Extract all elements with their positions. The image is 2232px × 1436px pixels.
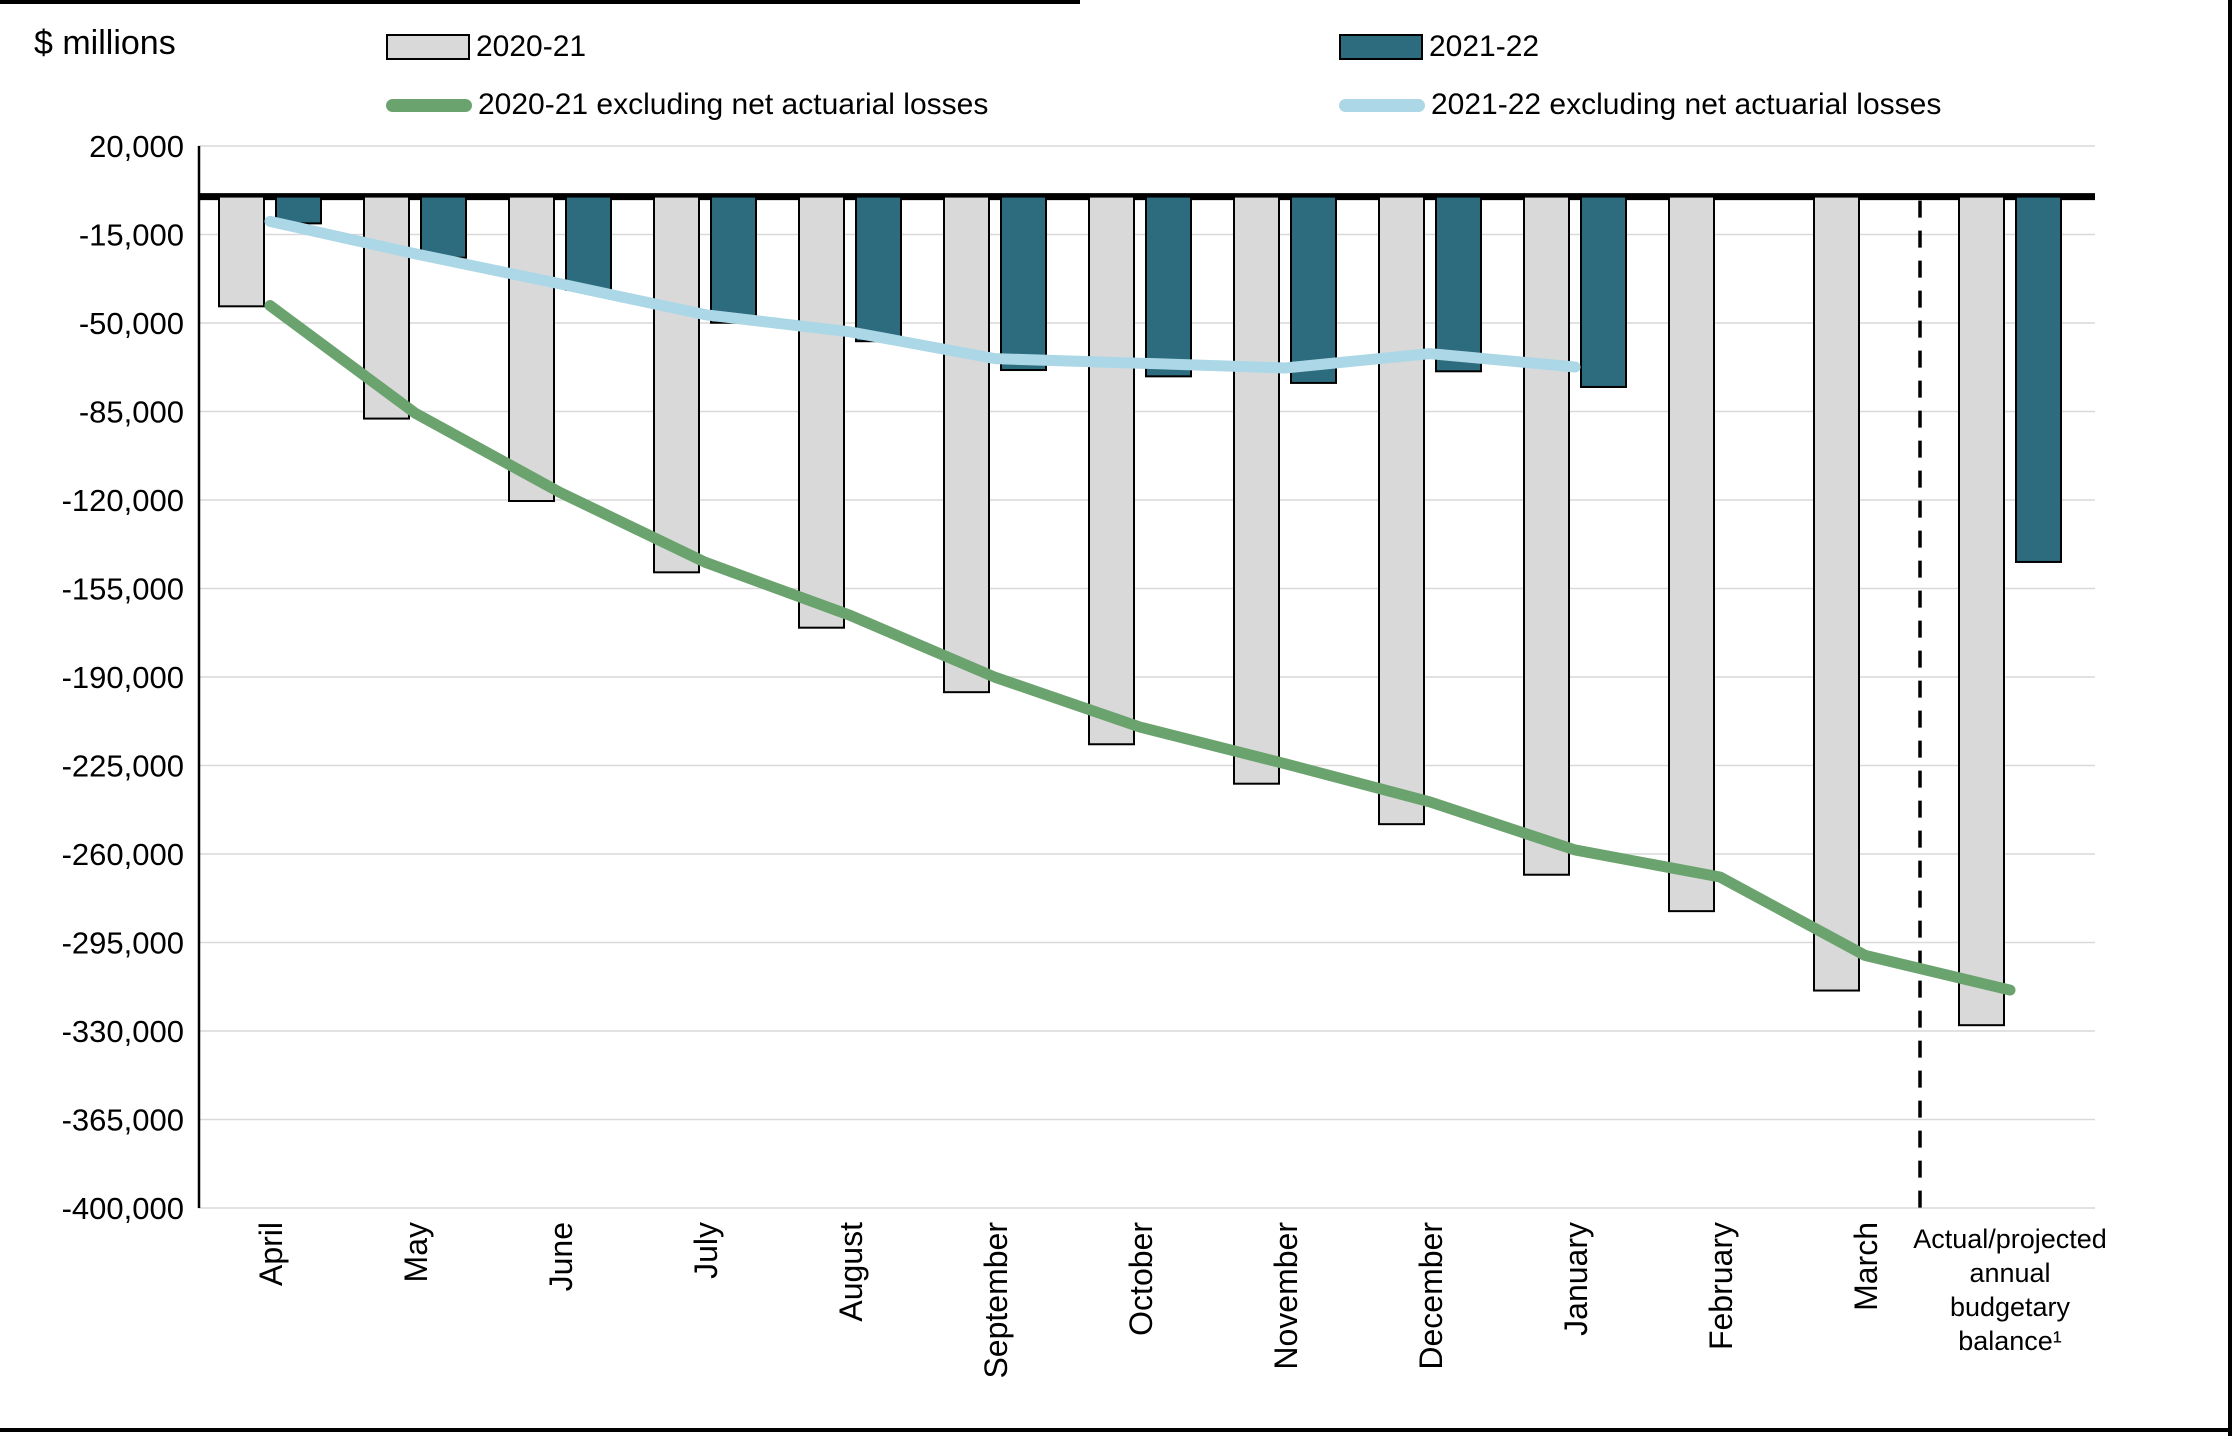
- bar-2020-21-1: [218, 195, 265, 308]
- top-border: [0, 0, 1080, 4]
- x-axis-label-march: March: [1848, 1222, 1884, 1311]
- x-axis-label-october: October: [1123, 1222, 1159, 1336]
- bar-2021-22-10: [1580, 195, 1627, 388]
- x-axis-label-december: December: [1413, 1222, 1449, 1370]
- x-axis-label-august: August: [833, 1222, 869, 1322]
- bar-2020-21-10: [1523, 195, 1570, 876]
- bar-2020-21-12: [1813, 195, 1860, 992]
- right-border: [2228, 0, 2232, 1436]
- bar-2021-22-5: [855, 195, 902, 343]
- bar-2021-22-4: [710, 195, 757, 324]
- y-tick-label: -50,000: [79, 306, 184, 341]
- legend-item-2021-22-excl: 2021-22 excluding net actuarial losses: [1339, 88, 1942, 121]
- line-swatch-icon: [1339, 98, 1425, 112]
- bar-2021-22-8: [1290, 195, 1337, 384]
- x-axis-label-february: February: [1703, 1222, 1739, 1350]
- axis-unit-label: $ millions: [34, 24, 176, 62]
- x-axis-label-actual-projected: budgetary: [1950, 1292, 2071, 1322]
- bar-2021-22-6: [1000, 195, 1047, 372]
- line-2021-22-excl: [264, 215, 1581, 374]
- x-axis-label-may: May: [398, 1222, 434, 1282]
- bottom-border: [0, 1428, 2232, 1432]
- y-tick-label: -190,000: [62, 660, 184, 695]
- y-tick-label: -155,000: [62, 572, 184, 607]
- y-tick-label: -85,000: [79, 395, 184, 430]
- y-tick-label: -365,000: [62, 1103, 184, 1138]
- line-2020-21-excl: [264, 300, 2016, 996]
- line-swatch-icon: [386, 98, 472, 112]
- bar-2020-21-7: [1088, 195, 1135, 746]
- legend-item-2020-21-excl: 2020-21 excluding net actuarial losses: [386, 88, 989, 121]
- bar-2021-22-9: [1435, 195, 1482, 373]
- y-tick-label: -295,000: [62, 926, 184, 961]
- x-axis-label-november: November: [1268, 1222, 1304, 1370]
- bar-2020-21-5: [798, 195, 845, 629]
- y-tick-label: -330,000: [62, 1014, 184, 1049]
- bar-2020-21-13: [1958, 195, 2005, 1027]
- bar-2021-22-3: [565, 195, 612, 291]
- legend-label: 2020-21 excluding net actuarial losses: [478, 88, 989, 121]
- x-axis-label-actual-projected: balance¹: [1958, 1326, 2062, 1356]
- legend-label: 2021-22: [1429, 30, 1540, 63]
- y-tick-label: -225,000: [62, 749, 184, 784]
- x-axis-label-july: July: [688, 1222, 724, 1279]
- legend-item-2020-21: 2020-21: [386, 30, 587, 63]
- legend-label: 2021-22 excluding net actuarial losses: [1431, 88, 1942, 121]
- bar-2020-21-9: [1378, 195, 1425, 826]
- x-axis-label-june: June: [543, 1222, 579, 1291]
- x-axis-label-actual-projected: annual: [1969, 1258, 2050, 1288]
- bar-2021-22-13: [2015, 195, 2062, 563]
- legend-item-2021-22: 2021-22: [1339, 30, 1540, 63]
- y-tick-label: -15,000: [79, 218, 184, 253]
- bar-swatch-icon: [1339, 34, 1423, 60]
- legend-label: 2020-21: [476, 30, 587, 63]
- bar-swatch-icon: [386, 34, 470, 60]
- bar-2020-21-11: [1668, 195, 1715, 913]
- y-tick-label: -120,000: [62, 483, 184, 518]
- y-tick-label: -400,000: [62, 1191, 184, 1226]
- bar-2021-22-7: [1145, 195, 1192, 378]
- x-axis-label-january: January: [1558, 1222, 1594, 1336]
- bar-2021-22-2: [420, 195, 467, 259]
- y-tick-label: -260,000: [62, 837, 184, 872]
- y-tick-label: 20,000: [89, 129, 184, 164]
- x-axis-label-september: September: [978, 1222, 1014, 1379]
- x-axis-label-april: April: [253, 1222, 289, 1286]
- bar-2020-21-8: [1233, 195, 1280, 785]
- bar-2020-21-3: [508, 195, 555, 503]
- x-axis-label-actual-projected: Actual/projected: [1913, 1224, 2107, 1254]
- bar-2020-21-4: [653, 195, 700, 574]
- bar-2020-21-6: [943, 195, 990, 694]
